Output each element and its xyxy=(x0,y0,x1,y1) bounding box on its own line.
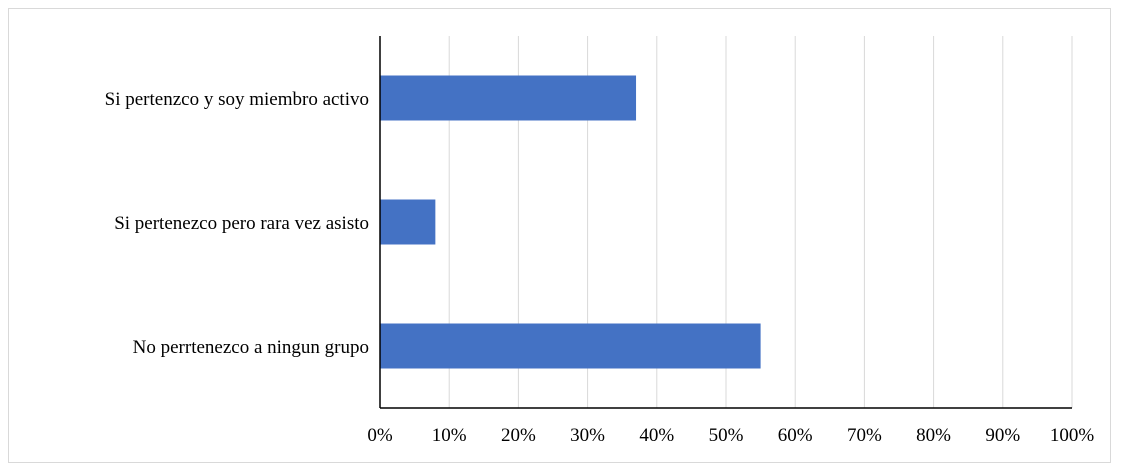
category-label: Si pertenzco y soy miembro activo xyxy=(105,89,369,110)
x-tick-labels: 0% 10% 20% 30% 40% 50% 60% 70% 80% 90% 100% xyxy=(367,425,1094,446)
bar xyxy=(380,323,761,369)
bar xyxy=(380,199,436,245)
x-tick-label: 90% xyxy=(985,425,1020,446)
x-tick-label: 0% xyxy=(367,425,393,446)
x-tick-label: 10% xyxy=(432,425,467,446)
bar xyxy=(380,75,637,121)
category-labels: Si pertenzco y soy miembro activo Si pert… xyxy=(105,89,369,358)
x-tick-label: 50% xyxy=(709,425,744,446)
category-label: No perrtenezco a ningun grupo xyxy=(133,337,369,358)
category-label: Si pertenezco pero rara vez asisto xyxy=(114,213,369,234)
x-tick-label: 60% xyxy=(778,425,813,446)
x-tick-label: 70% xyxy=(847,425,882,446)
x-tick-label: 100% xyxy=(1050,425,1095,446)
axes xyxy=(379,36,1072,409)
x-tick-label: 80% xyxy=(916,425,951,446)
x-tick-label: 20% xyxy=(501,425,536,446)
bars xyxy=(380,75,761,369)
x-tick-label: 40% xyxy=(639,425,674,446)
x-tick-label: 30% xyxy=(570,425,605,446)
